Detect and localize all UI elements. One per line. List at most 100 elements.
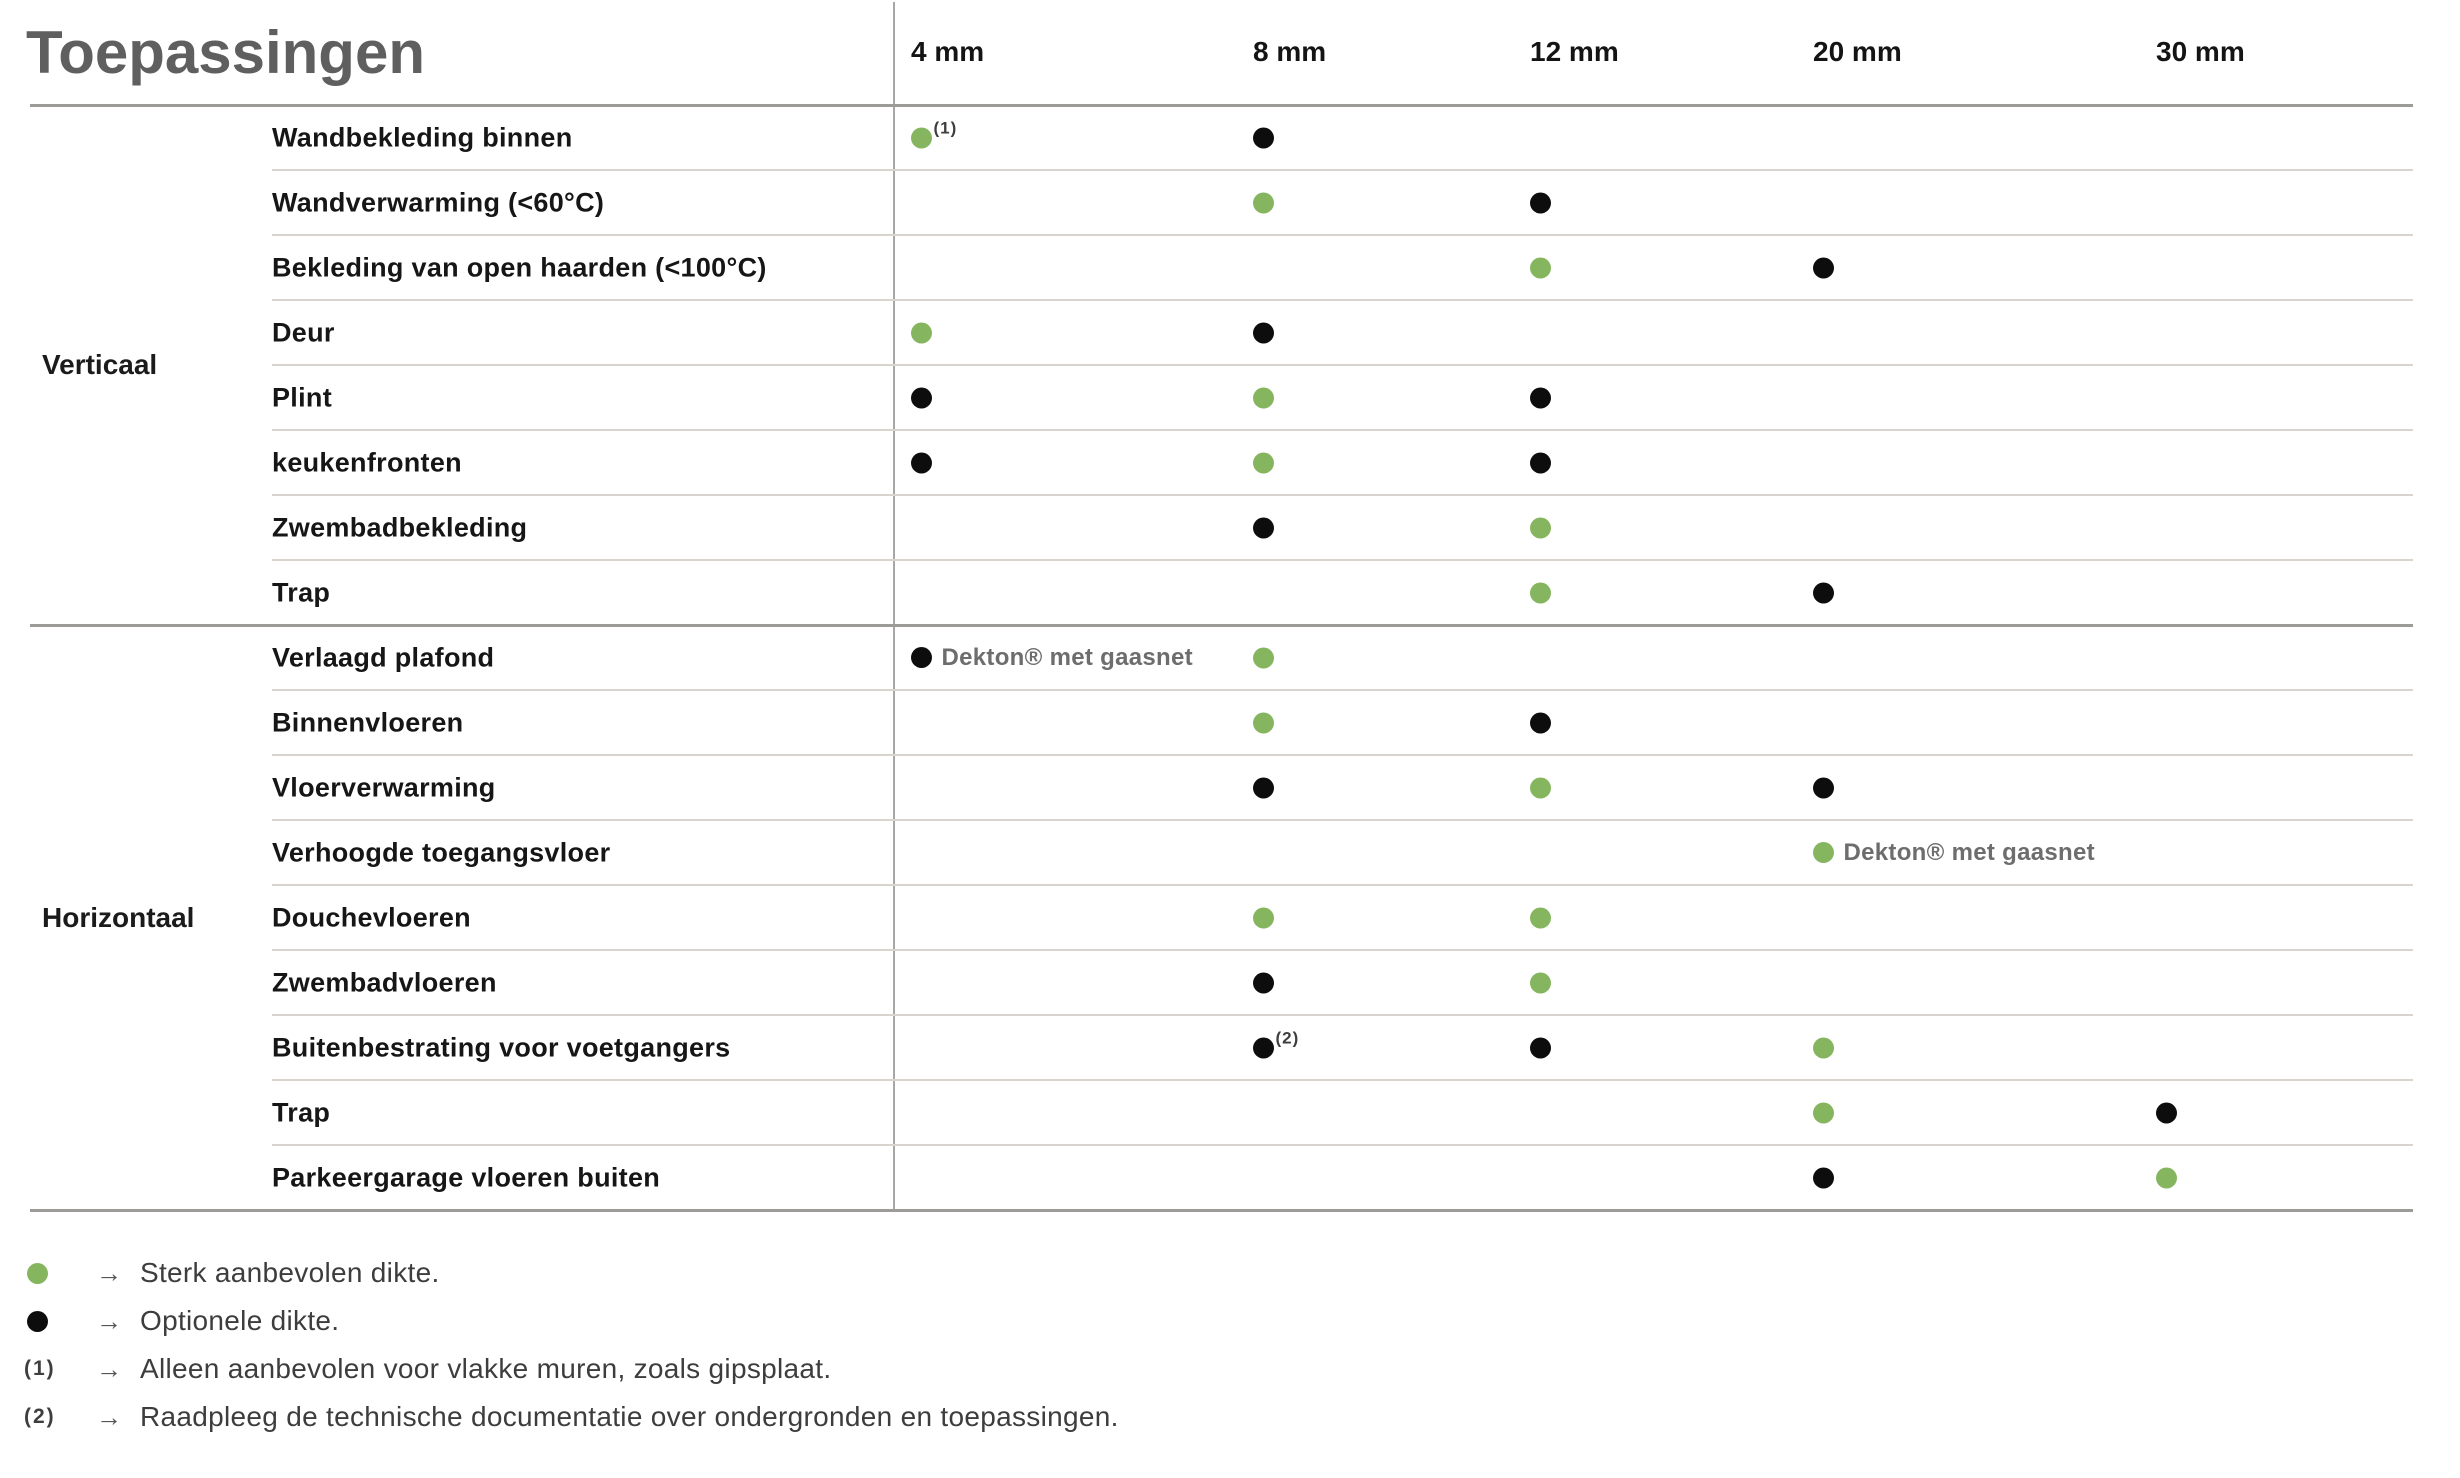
recommended-dot — [1812, 1102, 1834, 1123]
row-label: Trap — [272, 577, 331, 607]
column-header-4mm: 4 mm — [911, 36, 985, 67]
table-cell — [2155, 1102, 2177, 1123]
page-title: Toepassingen — [26, 19, 425, 86]
table-cell — [1252, 647, 1274, 668]
row-divider-line — [272, 689, 2413, 691]
table-cell — [1252, 387, 1274, 408]
optional-dot — [2155, 1102, 2177, 1123]
table-cell — [1812, 257, 1834, 278]
legend-marker: (1) — [24, 1357, 96, 1381]
row-label: Wandbekleding binnen — [272, 122, 573, 152]
row-divider-line — [272, 559, 2413, 561]
arrow-right-icon: → — [96, 1305, 122, 1336]
legend-item: → Sterk aanbevolen dikte. — [24, 1257, 440, 1289]
optional-dot — [1529, 712, 1551, 733]
table-cell — [2155, 1167, 2177, 1188]
recommended-dot — [1252, 647, 1274, 668]
table-cell — [1252, 712, 1274, 733]
recommended-dot — [910, 322, 932, 343]
row-divider-line — [272, 754, 2413, 756]
recommended-dot — [1252, 452, 1274, 473]
row-divider-line — [272, 819, 2413, 821]
header-divider-line — [30, 104, 2413, 107]
table-cell — [1529, 257, 1551, 278]
row-label: Zwembadvloeren — [272, 967, 497, 997]
row-label: Binnenvloeren — [272, 707, 464, 737]
row-label: Buitenbestrating voor voetgangers — [272, 1032, 731, 1062]
recommended-dot — [1529, 582, 1551, 603]
optional-dot — [27, 1310, 48, 1332]
row-label: Zwembadbekleding — [272, 512, 528, 542]
table-cell — [910, 452, 932, 473]
recommended-dot — [1812, 842, 1834, 863]
optional-dot — [1812, 777, 1834, 798]
table-cell — [1812, 1167, 1834, 1188]
recommended-dot — [1252, 712, 1274, 733]
optional-dot — [1529, 1037, 1551, 1058]
table-cell — [1529, 387, 1551, 408]
table-cell — [1529, 452, 1551, 473]
legend-item: (2) → Raadpleeg de technische documentatie… — [24, 1401, 1119, 1433]
optional-dot — [910, 647, 932, 668]
optional-dot — [1252, 127, 1274, 148]
legend-text: Raadpleeg de technische documentatie ove… — [140, 1401, 1119, 1432]
row-divider-line — [272, 884, 2413, 886]
table-bottom-line — [30, 1209, 2413, 1212]
table-cell — [1812, 1037, 1834, 1058]
table-cell — [1252, 907, 1274, 928]
recommended-dot — [1812, 1037, 1834, 1058]
row-divider-line — [272, 429, 2413, 431]
table-cell — [1252, 192, 1274, 213]
column-header-12mm: 12 mm — [1530, 36, 1619, 67]
recommended-dot — [2155, 1167, 2177, 1188]
row-divider-line — [272, 169, 2413, 171]
row-divider-line — [272, 364, 2413, 366]
legend-marker — [24, 1310, 96, 1332]
table-cell: (2) — [1252, 1029, 1300, 1058]
table-cell: (1) — [910, 119, 958, 148]
footnote-marker: (1) — [24, 1357, 56, 1380]
legend-text: Alleen aanbevolen voor vlakke muren, zoa… — [140, 1353, 832, 1384]
table-cell — [1252, 777, 1274, 798]
table-cell: Dekton® met gaasnet — [910, 644, 1193, 672]
column-header-30mm: 30 mm — [2156, 36, 2245, 67]
arrow-right-icon: → — [96, 1257, 122, 1288]
row-label: Vloerverwarming — [272, 772, 496, 802]
optional-dot — [1812, 582, 1834, 603]
recommended-dot — [1252, 192, 1274, 213]
legend-item: (1) → Alleen aanbevolen voor vlakke muren,… — [24, 1353, 831, 1385]
legend-marker — [24, 1262, 96, 1284]
table-cell — [1252, 127, 1274, 148]
table-cell — [1529, 582, 1551, 603]
row-divider-line — [272, 494, 2413, 496]
table-cell — [1812, 777, 1834, 798]
table-cell — [910, 387, 932, 408]
recommended-dot — [1529, 257, 1551, 278]
optional-dot — [1812, 1167, 1834, 1188]
table-cell — [1252, 972, 1274, 993]
optional-dot — [1529, 452, 1551, 473]
table-cell — [1252, 452, 1274, 473]
footnote-marker: (2) — [24, 1405, 56, 1428]
table-cell — [1529, 517, 1551, 538]
row-divider-line — [272, 1079, 2413, 1081]
table-cell: Dekton® met gaasnet — [1812, 838, 2095, 867]
row-label: Douchevloeren — [272, 902, 471, 932]
legend-text: Sterk aanbevolen dikte. — [140, 1257, 440, 1288]
row-label: Plint — [272, 382, 332, 412]
legend-text: Optionele dikte. — [140, 1305, 340, 1336]
group-divider-line — [30, 624, 2413, 627]
table-cell — [1812, 582, 1834, 603]
cell-note: Dekton® met gaasnet — [1843, 838, 2095, 866]
arrow-right-icon: → — [96, 1401, 122, 1432]
row-label: Trap — [272, 1097, 331, 1127]
arrow-right-icon: → — [96, 1353, 122, 1384]
footnote-marker: (1) — [933, 118, 958, 138]
optional-dot — [1529, 387, 1551, 408]
recommended-dot — [1529, 972, 1551, 993]
table-cell — [1529, 907, 1551, 928]
legend-item: → Optionele dikte. — [24, 1305, 339, 1337]
optional-dot — [1252, 777, 1274, 798]
recommended-dot — [1529, 777, 1551, 798]
